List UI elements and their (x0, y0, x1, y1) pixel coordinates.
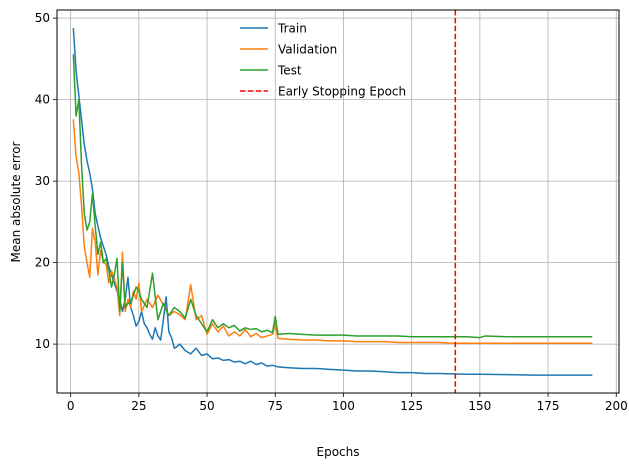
train-line (72, 27, 593, 376)
legend-label-train: Train (277, 22, 307, 36)
grid (57, 10, 619, 393)
x-tick-label: 150 (468, 399, 491, 413)
y-tick-label: 50 (35, 11, 50, 25)
legend: Train Validation Test Early Stopping Epoch (240, 22, 406, 99)
x-tick-label: 0 (67, 399, 75, 413)
x-tick-label: 25 (131, 399, 146, 413)
validation-line (72, 119, 593, 345)
x-tick-label: 75 (268, 399, 283, 413)
x-tick-label: 175 (537, 399, 560, 413)
x-axis-label: Epochs (317, 445, 360, 459)
plot-frame (56, 9, 620, 394)
legend-label-validation: Validation (278, 43, 337, 57)
legend-label-early-stopping-epoch: Early Stopping Epoch (278, 85, 406, 99)
legend-label-test: Test (277, 64, 302, 78)
y-tick-label: 20 (35, 256, 50, 270)
test-line (72, 54, 593, 339)
y-tick-label: 40 (35, 93, 50, 107)
y-axis-label: Mean absolute error (9, 141, 23, 262)
series-lines (72, 10, 593, 393)
y-tick-label: 30 (35, 174, 50, 188)
x-tick-label: 50 (199, 399, 214, 413)
axis-ticks: 0 25 50 75 100 125 150 175 200 10 20 30 40 50 (35, 11, 628, 413)
x-tick-label: 200 (605, 399, 628, 413)
x-tick-label: 100 (332, 399, 355, 413)
y-tick-label: 10 (35, 337, 50, 351)
x-tick-label: 125 (400, 399, 423, 413)
